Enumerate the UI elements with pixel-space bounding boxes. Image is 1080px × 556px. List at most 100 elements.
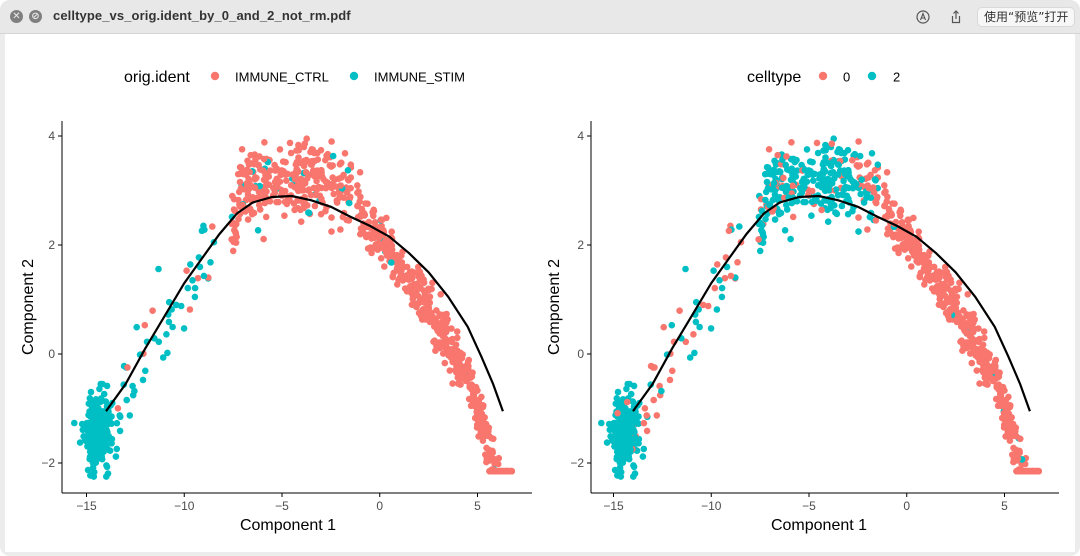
left-data-point <box>369 209 376 216</box>
right-data-point <box>855 138 862 145</box>
left-data-point <box>436 344 444 352</box>
right-data-point <box>691 349 698 357</box>
left-data-point <box>305 209 313 217</box>
left-data-point <box>231 221 239 229</box>
right-data-point <box>621 434 628 442</box>
right-data-point <box>808 171 816 178</box>
right-legend-title: celltype <box>747 69 801 86</box>
left-data-point <box>301 180 309 187</box>
left-data-point <box>307 171 315 178</box>
right-data-point <box>895 249 902 257</box>
right-data-point <box>996 369 1003 377</box>
left-data-point <box>414 280 421 287</box>
right-data-point <box>635 440 642 447</box>
right-data-point <box>882 188 889 195</box>
left-data-point <box>301 140 309 147</box>
left-data-point <box>116 412 123 419</box>
left-data-point <box>123 396 130 404</box>
left-data-point <box>94 434 101 442</box>
markup-icon[interactable] <box>914 8 932 26</box>
right-data-point <box>836 146 844 154</box>
minimize-icon: ⊘ <box>31 11 40 22</box>
right-data-point <box>622 426 629 434</box>
left-data-point <box>326 180 333 188</box>
left-data-point <box>95 405 102 412</box>
left-data-point <box>496 467 504 475</box>
left-data-point <box>426 293 434 301</box>
right-data-point <box>915 259 922 266</box>
right-data-point <box>941 263 949 271</box>
right-data-point <box>871 167 879 174</box>
right-data-point <box>783 153 790 160</box>
left-data-point <box>344 167 352 174</box>
right-data-point <box>770 179 778 187</box>
left-data-point <box>389 273 397 281</box>
right-data-point <box>640 445 648 453</box>
left-data-point <box>84 466 92 474</box>
left-data-point <box>126 412 134 419</box>
left-data-point <box>198 227 206 235</box>
x-tick-label: −5 <box>802 499 816 513</box>
left-data-point <box>430 323 438 330</box>
right-data-point <box>821 168 829 175</box>
y-tick-label: 2 <box>48 238 55 252</box>
left-data-point <box>307 161 315 168</box>
close-button[interactable]: ✕ <box>10 10 23 23</box>
right-data-point <box>891 245 899 252</box>
y-tick-label: 2 <box>577 238 584 252</box>
left-data-point <box>366 231 373 238</box>
minimize-button[interactable]: ⊘ <box>29 10 42 23</box>
right-data-point <box>898 234 905 242</box>
right-data-point <box>1018 467 1026 475</box>
open-with-preview-button[interactable]: 使用“预览”打开 <box>977 7 1076 27</box>
right-data-point <box>868 150 876 157</box>
left-data-point <box>345 217 353 224</box>
right-data-point <box>824 206 831 214</box>
right-data-point <box>824 159 832 167</box>
right-data-point <box>651 364 658 371</box>
right-legend-swatch-0 <box>818 71 828 81</box>
right-data-point <box>991 365 999 372</box>
right-data-point <box>727 272 735 280</box>
right-data-point <box>840 177 847 185</box>
left-data-point <box>295 154 302 161</box>
share-icon[interactable] <box>947 8 965 26</box>
chart-canvas: orig.ident IMMUNE_CTRL IMMUNE_STIM −15 −1… <box>20 69 1059 534</box>
left-ticks: −15 −10 −5 0 5 −2 0 2 4 <box>41 129 481 513</box>
left-data-point <box>187 261 194 268</box>
right-data-point <box>660 323 667 331</box>
left-panel: orig.ident IMMUNE_CTRL IMMUNE_STIM −15 −1… <box>20 69 532 534</box>
left-data-point <box>100 412 108 419</box>
right-points <box>598 135 1042 480</box>
y-tick-label: −2 <box>41 456 55 470</box>
left-data-point <box>347 193 354 201</box>
right-data-point <box>656 382 663 390</box>
right-data-point <box>904 255 912 262</box>
x-tick-label: 0 <box>903 499 910 513</box>
left-data-point <box>116 427 124 435</box>
y-tick-label: 4 <box>48 129 55 143</box>
left-data-point <box>295 141 302 149</box>
right-data-point <box>991 375 999 383</box>
right-data-point <box>930 272 937 279</box>
left-data-point <box>142 367 149 375</box>
left-data-point <box>371 234 378 242</box>
left-data-point <box>387 253 395 260</box>
right-data-point <box>963 339 970 346</box>
right-data-point <box>611 466 619 474</box>
right-data-point <box>775 210 783 218</box>
right-data-point <box>615 441 622 448</box>
left-data-point <box>313 177 320 185</box>
left-data-point <box>244 157 251 165</box>
right-data-point <box>998 388 1006 396</box>
left-data-point <box>105 434 112 442</box>
left-data-point <box>297 206 304 214</box>
right-data-point <box>898 219 906 226</box>
left-legend-swatch-1 <box>349 71 359 81</box>
left-data-point <box>441 322 449 330</box>
left-data-point <box>328 138 335 145</box>
right-data-point <box>756 247 764 255</box>
left-data-point <box>97 380 104 388</box>
right-data-point <box>622 405 629 412</box>
left-data-point <box>235 196 242 204</box>
